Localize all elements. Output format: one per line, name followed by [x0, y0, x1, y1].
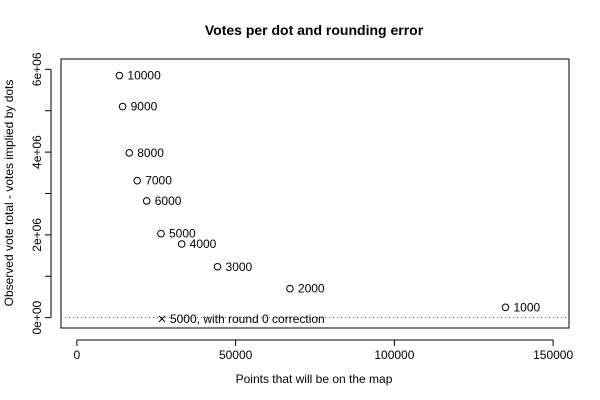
- y-axis: 0e+00 2e+06 4e+06 6e+06: [30, 52, 52, 335]
- point-label: 5000: [169, 227, 196, 241]
- x-tick-label: 0: [74, 348, 81, 362]
- data-point: [177, 240, 186, 248]
- x-tick-label: 100000: [374, 348, 414, 362]
- data-point: [133, 176, 141, 185]
- point-label: 7000: [145, 174, 172, 188]
- plot-frame: [60, 58, 570, 329]
- data-point: [125, 149, 134, 157]
- y-tick-label: 4e+06: [30, 135, 44, 169]
- point-label: 2000: [298, 282, 325, 296]
- x-axis-label: Points that will be on the map: [236, 372, 393, 386]
- y-axis-label: Observed vote total - votes implied by d…: [2, 80, 16, 307]
- data-point: [286, 284, 294, 293]
- data-point: [115, 71, 124, 80]
- point-label: 10000: [127, 69, 161, 83]
- y-tick-label: 0e+00: [30, 300, 44, 334]
- y-tick-label: 2e+06: [30, 218, 44, 252]
- point-label: 4000: [190, 237, 217, 251]
- point-label: 1000: [514, 300, 541, 314]
- x-axis: 0 50000 100000 150000: [74, 339, 573, 362]
- data-point: [501, 303, 510, 312]
- cross-point: [158, 315, 166, 323]
- point-label: 3000: [226, 260, 253, 274]
- data-point: [157, 229, 165, 238]
- point-label: 5000, with round 0 correction: [170, 312, 325, 326]
- point-label: 9000: [131, 100, 158, 114]
- data-point: [118, 102, 127, 111]
- data-point: [213, 262, 222, 271]
- point-label: 6000: [155, 194, 182, 208]
- point-label: 8000: [137, 146, 164, 160]
- x-tick-label: 150000: [533, 348, 573, 362]
- x-tick-label: 50000: [219, 348, 253, 362]
- data-point: [142, 197, 151, 205]
- chart-title: Votes per dot and rounding error: [205, 22, 424, 38]
- y-tick-label: 6e+06: [30, 52, 44, 86]
